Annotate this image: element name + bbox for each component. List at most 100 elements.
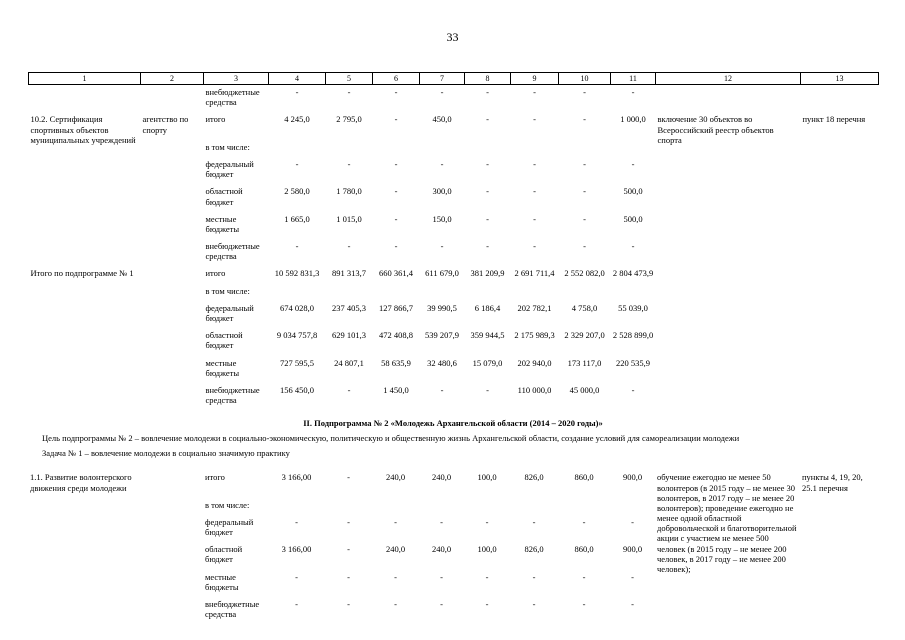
table-cell: в том числе: (205, 499, 250, 510)
table-cell: - (347, 571, 350, 582)
table-cell (29, 383, 141, 410)
table-cell: - (486, 186, 489, 197)
table-cell: - (583, 241, 586, 252)
table-cell: внебюджетные средства (205, 87, 260, 108)
table-cell: внебюджетные средства (205, 599, 260, 620)
table-cell: 450,0 (432, 114, 452, 125)
table-cell: 4 245,0 (284, 114, 310, 125)
page-number: 33 (446, 30, 459, 44)
table-cell (140, 542, 203, 569)
page-content: 1 2 3 4 5 6 7 8 9 10 11 12 13 внебюджетные средства -… (28, 72, 879, 624)
table-cell (373, 284, 420, 301)
table-cell (141, 140, 204, 157)
table-cell: - (347, 472, 350, 483)
table-cell (141, 266, 204, 283)
table-cell-text: Итого по подпрограмме № 1 (30, 268, 134, 279)
table-cell: - (440, 158, 444, 169)
table-cell-text: обучение ежегодно не менее 50 волонтеров… (657, 472, 797, 574)
table-cell: - (394, 114, 398, 125)
table-cell: - (394, 599, 397, 609)
column-number: 1 (28, 72, 141, 85)
table-cell: 173 117,0 (567, 357, 602, 368)
table-row: внебюджетные средства 156 450,0 - 1 450,0 - -… (29, 383, 879, 410)
table-cell: - (347, 544, 350, 555)
table-row: местные бюджеты 1 665,0 1 015,0 - 150,0 - - - 50… (29, 212, 879, 239)
table-cell (141, 356, 204, 383)
table-cell: - (631, 158, 635, 169)
table-cell (141, 284, 204, 301)
table-cell: 359 944,5 (470, 330, 505, 341)
table-cell: - (583, 87, 586, 97)
table-row: областной бюджет 2 580,0 1 780,0 - 300,0 - - - 5… (29, 184, 879, 211)
table-cell: - (295, 516, 298, 527)
column-number: 5 (325, 72, 373, 85)
table-cell: местные бюджеты (205, 357, 240, 378)
table-cell (465, 284, 511, 301)
table-cell (326, 140, 373, 157)
table-cell (800, 570, 878, 597)
table-cell: - (631, 571, 634, 582)
table-cell: 2 329 207,0 (564, 330, 605, 341)
table-cell: внебюджетные средства (205, 241, 260, 262)
table-cell: 240,0 (385, 544, 406, 555)
table-cell (420, 140, 465, 157)
table-cell: областной бюджет (205, 186, 243, 207)
table-cell: - (347, 241, 351, 252)
table-cell: - (295, 571, 298, 582)
table-cell: 3 166,00 (281, 472, 312, 483)
column-number: 10 (558, 72, 611, 85)
table-cell (656, 157, 801, 184)
table-cell (511, 284, 559, 301)
table-cell (140, 498, 203, 515)
table-cell: - (486, 213, 489, 224)
table-cell (800, 597, 878, 624)
table-cell: - (532, 516, 536, 527)
table-cell: 2 175 989,3 (514, 330, 555, 341)
table-cell (800, 498, 878, 515)
table-cell (656, 356, 801, 383)
table-cell (801, 284, 879, 301)
table-cell: - (486, 87, 489, 97)
table-cell: - (582, 516, 586, 527)
table-cell: 127 866,7 (379, 302, 413, 313)
column-number: 12 (655, 72, 801, 85)
table-cell: внебюджетные средства (205, 384, 260, 406)
table-cell: в том числе: (205, 141, 250, 152)
table-cell: 240,0 (431, 544, 452, 555)
column-number: 8 (464, 72, 511, 85)
table-cell: включение 30 объектов во Всероссийский р… (656, 112, 801, 144)
table-cell (655, 597, 800, 624)
table-cell: - (532, 599, 536, 609)
table-cell (141, 157, 204, 184)
table-cell: - (532, 571, 536, 582)
table-cell: 674 028,0 (280, 302, 314, 313)
table-row: областной бюджет 9 034 757,8 629 101,3 472 … (29, 328, 879, 355)
table-row: в том числе: (29, 140, 879, 157)
table-cell: обучение ежегодно не менее 50 волонтеров… (655, 470, 800, 574)
table-cell: - (394, 213, 398, 224)
table-cell: - (485, 571, 489, 582)
table-cell: - (631, 384, 635, 395)
table-cell (656, 284, 801, 301)
table-cell (656, 328, 801, 355)
table-cell: - (394, 241, 398, 252)
table-cell: 10.2. Сертификация спортивных объектов м… (29, 112, 141, 144)
table-cell: - (295, 87, 299, 97)
table-cell: областной бюджет (205, 544, 243, 565)
table-cell (373, 140, 420, 157)
budget-table-part1: 1 2 3 4 5 6 7 8 9 10 11 12 13 внебюджетные средства -… (28, 72, 879, 410)
table-row: федеральный бюджет 674 028,0 237 405,3 127 … (29, 301, 879, 328)
table-cell: 826,0 (524, 472, 544, 483)
column-number: 2 (140, 72, 204, 85)
table-cell (372, 498, 419, 515)
table-cell (801, 266, 879, 283)
table-cell: - (486, 384, 489, 395)
table-cell: 202 940,0 (517, 357, 552, 368)
table-cell (801, 184, 879, 211)
table-row: федеральный бюджет - - - - - - - - (28, 515, 878, 542)
table-cell: - (394, 571, 397, 582)
table-cell: - (583, 158, 586, 169)
table-cell (269, 284, 326, 301)
table-cell (140, 597, 203, 624)
table-cell: федеральный бюджет (205, 302, 254, 323)
